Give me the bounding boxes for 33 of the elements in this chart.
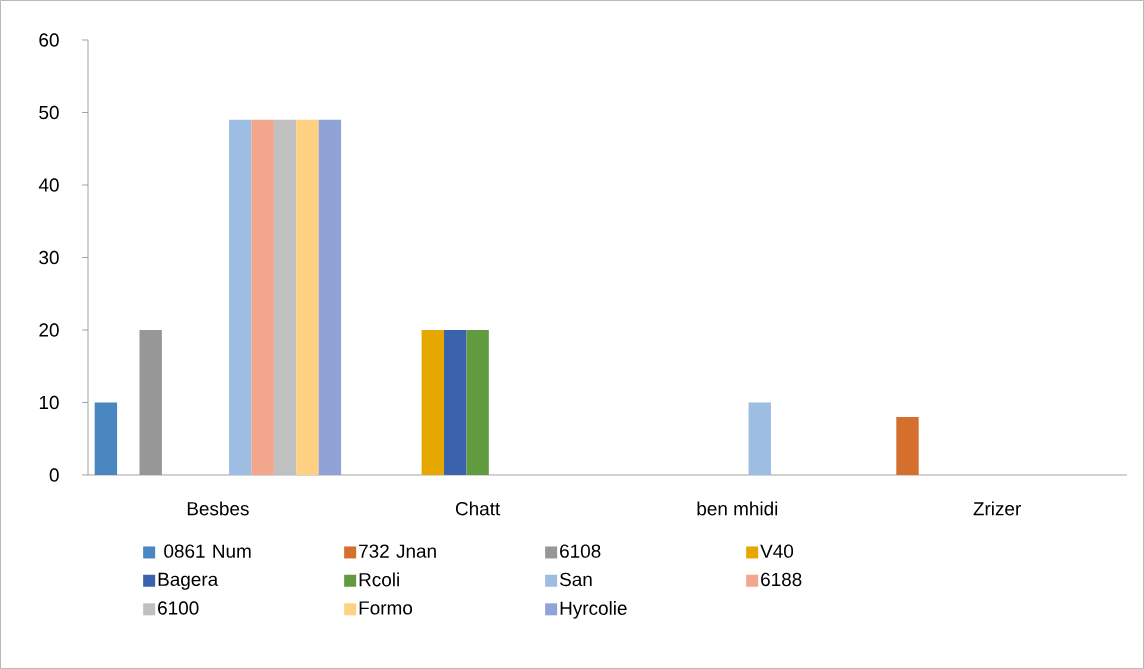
legend-label: Formo [359,601,413,615]
legend-label: San [560,572,592,587]
y-tick-label: 20 [39,323,59,337]
bar [318,119,342,475]
bar [251,119,274,475]
bar [229,119,252,475]
legend-label: 6100 [158,601,199,615]
legend-label: 732 Jnan [359,544,436,558]
x-tick-label: Chatt [455,501,501,516]
bar [94,402,118,475]
x-tick-label: Besbes [187,501,249,516]
legend-label: Rcoli [359,572,399,587]
y-tick-label: 30 [39,250,59,265]
legend-label: Bagera [158,572,219,590]
bar [466,329,489,475]
legend-label: 6108 [560,544,601,558]
y-tick-label: 50 [39,105,59,120]
x-tick-label: ben mhidi [697,501,778,516]
y-tick-label: 10 [39,395,59,410]
bar [896,416,919,475]
legend-label: V40 [760,544,794,558]
bar [748,402,771,475]
y-tick-label: 0 [49,468,59,482]
y-tick-label: 40 [38,178,59,192]
bar [421,329,445,475]
x-tick-label: Zrizer [973,501,1021,516]
legend-label: 0861 Num [164,544,251,558]
y-tick-label: 60 [39,33,59,47]
legend-label: 6188 [761,572,802,587]
bar [444,329,467,475]
bar [273,119,297,475]
legend-label: Hyrcolie [560,601,627,619]
bar [296,119,319,475]
